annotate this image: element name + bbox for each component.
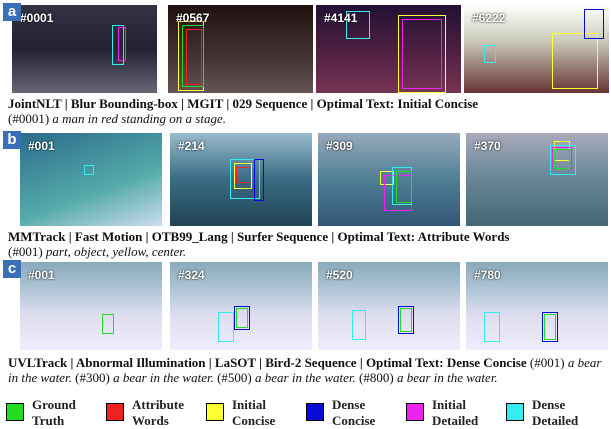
caption-title: UVLTrack | Abnormal Illumination | LaSOT… xyxy=(8,355,527,370)
description: part, object, yellow, center. xyxy=(45,244,187,259)
tracking-box xyxy=(230,159,260,199)
frame-number: #520 xyxy=(326,268,353,282)
tracking-box xyxy=(552,33,598,89)
tracking-box xyxy=(484,312,500,342)
tracking-box xyxy=(102,314,114,334)
panel-label: a xyxy=(3,3,21,21)
legend-label: Initial Detailed xyxy=(432,397,479,428)
video-frame: #214 xyxy=(170,133,312,226)
tracking-box xyxy=(544,314,556,340)
video-frame: #001 xyxy=(20,262,162,350)
frame-number: #0567 xyxy=(176,11,210,25)
tracking-box xyxy=(554,149,570,169)
tracking-box xyxy=(402,19,442,89)
video-frame: #324 xyxy=(170,262,312,350)
frame-number: #370 xyxy=(474,139,501,153)
tracking-box xyxy=(234,163,252,189)
frame-ref: (#500) xyxy=(217,370,252,385)
tracking-box xyxy=(118,27,126,61)
legend-label: Attribute Words xyxy=(132,397,184,428)
frame-number: #001 xyxy=(28,139,55,153)
tracking-box xyxy=(254,159,264,201)
frame-ref: (#300) xyxy=(75,370,110,385)
frame-number: #309 xyxy=(326,139,353,153)
tracking-box xyxy=(398,306,414,334)
video-frame: #0001 xyxy=(12,5,157,93)
tracking-box xyxy=(352,310,366,340)
frame-ref: (#001) xyxy=(8,244,43,259)
frame-number: #780 xyxy=(474,268,501,282)
video-frame: #520 xyxy=(318,262,460,350)
legend-swatch xyxy=(6,403,24,421)
legend-label: Dense Concise xyxy=(332,397,376,428)
video-frame: #0567 xyxy=(168,5,313,93)
legend-swatch xyxy=(506,403,524,421)
frame-number: #214 xyxy=(178,139,205,153)
tracking-box xyxy=(112,25,124,65)
video-frame: #4141 xyxy=(316,5,461,93)
video-frame: #6222 xyxy=(464,5,609,93)
description: a bear in the water. xyxy=(255,370,356,385)
tracking-box xyxy=(380,171,394,185)
caption: JointNLT | Blur Bounding-box | MGIT | 02… xyxy=(8,96,608,126)
tracking-box xyxy=(218,312,234,342)
legend-label: Ground Truth xyxy=(32,397,76,428)
caption-title: MMTrack | Fast Motion | OTB99_Lang | Sur… xyxy=(8,229,510,244)
tracking-box xyxy=(236,167,250,183)
frame-number: #0001 xyxy=(20,11,54,25)
legend-swatch xyxy=(106,403,124,421)
tracking-box xyxy=(346,11,370,39)
tracking-box xyxy=(234,306,250,330)
legend-label: Dense Detailed xyxy=(532,397,579,428)
legend-swatch xyxy=(306,403,324,421)
tracking-box xyxy=(236,308,248,328)
tracking-box xyxy=(398,15,446,93)
tracking-box xyxy=(400,308,412,332)
tracking-box xyxy=(584,9,604,39)
frame-ref: (#001) xyxy=(529,355,565,370)
legend-swatch xyxy=(406,403,424,421)
tracking-box xyxy=(182,25,204,87)
frame-ref: (#0001) xyxy=(8,111,50,126)
frame-number: #4141 xyxy=(324,11,358,25)
tracking-box xyxy=(550,145,576,175)
frame-number: #001 xyxy=(28,268,55,282)
panel-label: b xyxy=(3,131,21,149)
tracking-box xyxy=(484,45,496,63)
frame-number: #6222 xyxy=(472,11,506,25)
tracking-box xyxy=(84,165,94,175)
tracking-box xyxy=(186,29,202,85)
caption: MMTrack | Fast Motion | OTB99_Lang | Sur… xyxy=(8,229,608,259)
video-frame: #370 xyxy=(466,133,608,226)
tracking-box xyxy=(396,171,412,203)
video-frame: #309 xyxy=(318,133,460,226)
video-frame: #780 xyxy=(466,262,608,350)
legend-swatch xyxy=(206,403,224,421)
caption: UVLTrack | Abnormal Illumination | LaSOT… xyxy=(8,355,608,385)
description: a bear in the water. xyxy=(396,370,498,385)
legend-label: Initial Concise xyxy=(232,397,276,428)
panel-label: c xyxy=(3,260,21,278)
tracking-box xyxy=(542,312,558,342)
description: a man in red standing on a stage. xyxy=(52,111,226,126)
frame-number: #324 xyxy=(178,268,205,282)
description: a bear in the water. xyxy=(8,355,602,385)
description: a bear in the water. xyxy=(113,370,214,385)
frame-ref: (#800) xyxy=(359,370,394,385)
caption-title: JointNLT | Blur Bounding-box | MGIT | 02… xyxy=(8,96,479,111)
video-frame: #001 xyxy=(20,133,162,226)
